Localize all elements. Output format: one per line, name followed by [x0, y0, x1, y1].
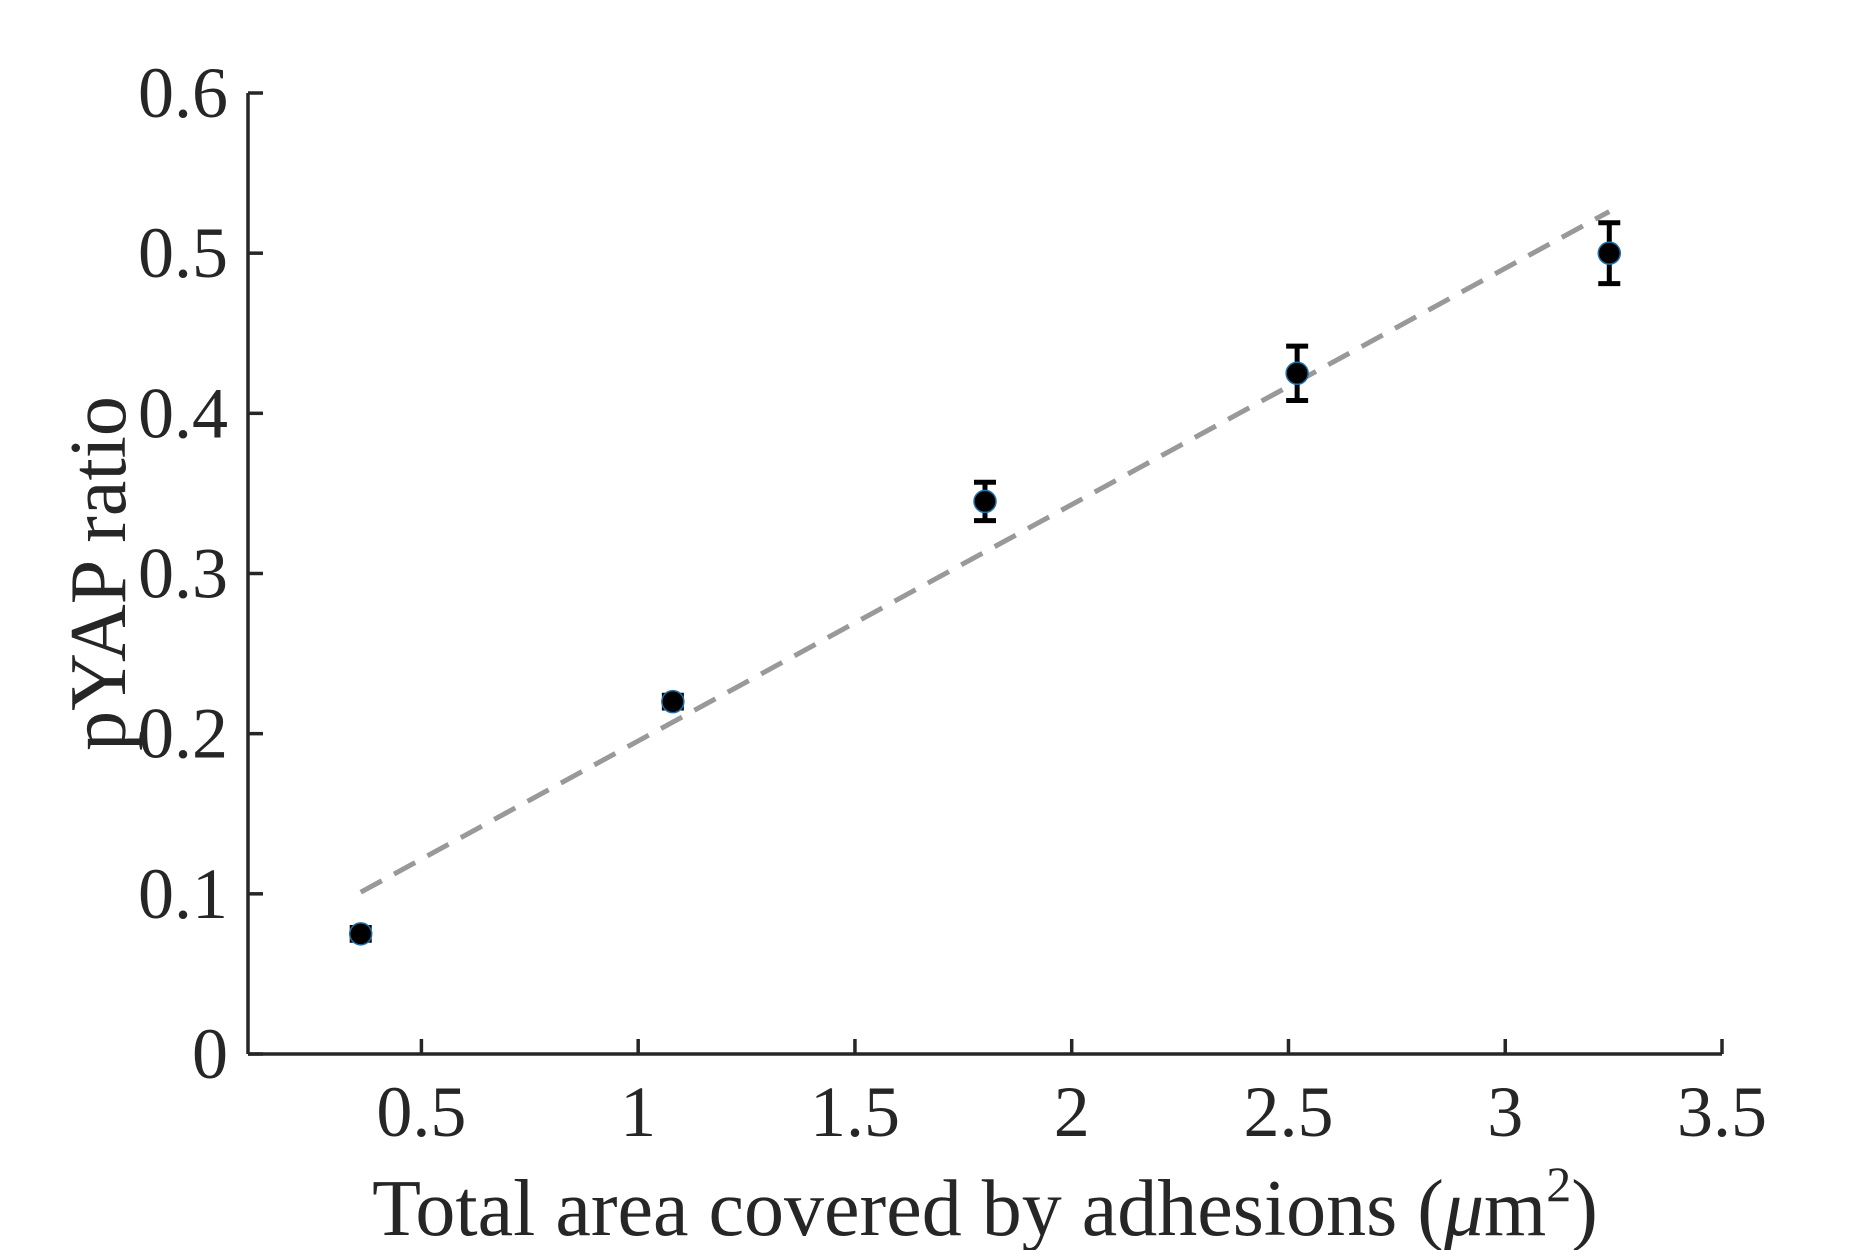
- plot-area: [348, 209, 1622, 946]
- y-tick-label: 0.4: [138, 373, 228, 453]
- x-axis-title-mu: μ: [1443, 1165, 1484, 1250]
- y-tick-label: 0.3: [138, 534, 228, 614]
- data-point: [1285, 361, 1309, 386]
- y-tick-label: 0.2: [138, 694, 228, 774]
- y-ticks: 0 0.1 0.2 0.3 0.4 0.5 0.6: [138, 53, 263, 1094]
- data-point-group: [1285, 343, 1309, 404]
- y-tick-label: 0.6: [138, 53, 228, 133]
- x-tick-label: 1: [620, 1072, 656, 1152]
- data-point: [973, 489, 997, 514]
- x-axis-title: Total area covered by adhesions (μm2): [372, 1156, 1598, 1250]
- data-point: [661, 689, 685, 714]
- x-tick-label: 3: [1487, 1072, 1523, 1152]
- axes: [246, 93, 1722, 1056]
- y-tick-label: 0.5: [138, 213, 228, 293]
- x-axis-title-unit: m: [1484, 1165, 1546, 1250]
- x-tick-label: 1.5: [810, 1072, 900, 1152]
- data-point: [348, 922, 373, 946]
- y-tick-label: 0: [192, 1014, 228, 1094]
- x-tick-label: 2.5: [1243, 1072, 1333, 1152]
- data-point-group: [348, 922, 373, 946]
- y-axis-title: pYAP ratio: [55, 396, 143, 751]
- x-tick-label: 0.5: [376, 1072, 466, 1152]
- y-tick-label: 0.1: [138, 854, 228, 934]
- x-ticks: 0.5 1 1.5 2 2.5 3 3.5: [376, 1039, 1767, 1152]
- fit-line: [359, 209, 1611, 895]
- data-point-group: [1597, 220, 1622, 287]
- x-axis-title-close: ): [1571, 1165, 1598, 1250]
- data-point-group: [661, 689, 685, 714]
- data-point: [1597, 241, 1622, 265]
- x-axis-title-exponent: 2: [1546, 1156, 1571, 1212]
- x-axis-title-main: Total area covered by adhesions (: [372, 1165, 1444, 1250]
- x-tick-label: 2: [1054, 1072, 1090, 1152]
- x-tick-label: 3.5: [1677, 1072, 1767, 1152]
- data-point-group: [973, 479, 997, 524]
